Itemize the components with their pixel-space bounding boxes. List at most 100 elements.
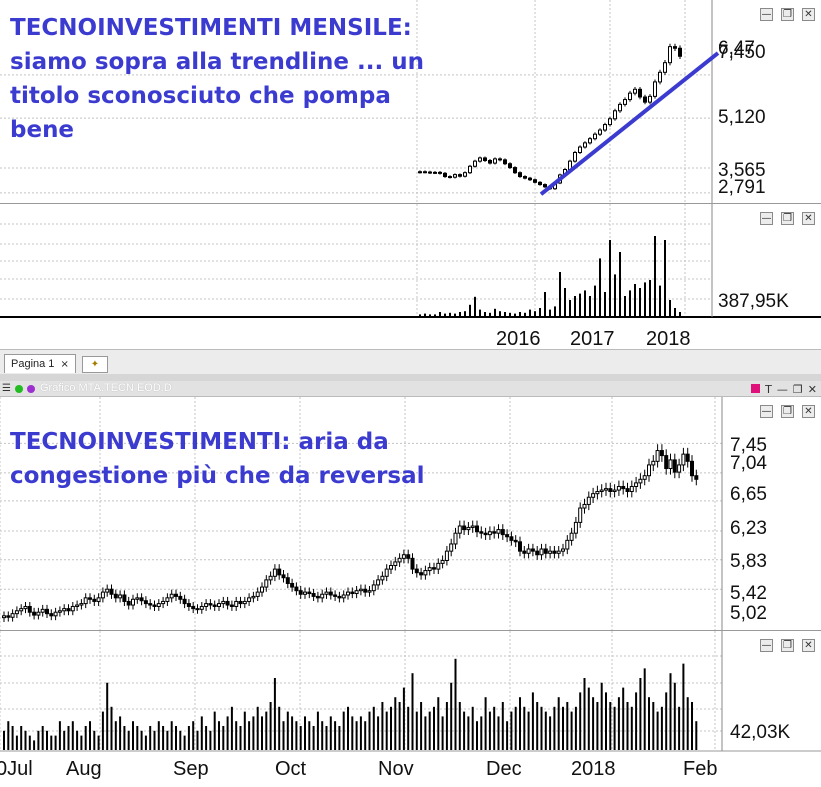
monthly-price-pane: TECNOINVESTIMENTI MENSILE: siamo sopra a… <box>0 0 821 204</box>
daily-candle <box>242 600 247 605</box>
restore-icon[interactable]: ❐ <box>792 383 803 396</box>
daily-volume-label: 42,03K <box>730 722 791 743</box>
daily-candle <box>40 608 45 613</box>
minimize-button[interactable]: — <box>760 639 773 652</box>
monthly-candle <box>438 171 442 174</box>
daily-candle <box>444 550 449 561</box>
x-axis-label: Dec <box>486 758 522 780</box>
monthly-candle <box>598 129 602 135</box>
minimize-button[interactable]: — <box>760 405 773 418</box>
color-swatch-icon[interactable] <box>751 384 761 393</box>
daily-candle <box>346 591 350 596</box>
daily-candle <box>92 598 97 602</box>
close-button[interactable]: ✕ <box>802 212 815 225</box>
daily-candle <box>10 613 15 618</box>
monthly-candle <box>678 47 682 57</box>
restore-button[interactable]: ❐ <box>781 639 794 652</box>
daily-candle <box>178 595 183 600</box>
purple-status-icon <box>26 384 35 393</box>
daily-candle <box>174 593 178 597</box>
daily-candle <box>419 572 424 576</box>
daily-candle <box>401 554 406 559</box>
monthly-candle <box>543 184 547 188</box>
monthly-candle <box>613 110 617 120</box>
daily-candle <box>677 464 682 473</box>
monthly-candle <box>643 96 647 103</box>
tab-close-icon[interactable]: × <box>60 359 69 370</box>
daily-candle <box>427 567 432 572</box>
daily-candle <box>272 568 277 577</box>
monthly-candle <box>443 172 447 178</box>
daily-candle <box>311 593 316 597</box>
close-button[interactable]: ✕ <box>802 8 815 21</box>
daily-candle <box>53 611 58 617</box>
daily-candle <box>217 603 221 607</box>
monthly-candle <box>603 124 607 131</box>
x-axis-label-2018: 2018 <box>646 328 691 349</box>
daily-candle <box>79 603 84 606</box>
monthly-price-label: 3,565 <box>718 160 766 181</box>
monthly-candle <box>478 157 482 162</box>
daily-price-label: 5,02 <box>730 603 767 624</box>
daily-candle <box>23 605 28 610</box>
x-axis-label-2016: 2016 <box>496 328 541 349</box>
monthly-candle <box>468 165 472 174</box>
daily-candle <box>634 482 639 487</box>
close-button[interactable]: ✕ <box>802 639 815 652</box>
menu-icon[interactable]: ☰ <box>2 383 11 394</box>
titlebar-icons: ☰ <box>2 381 35 396</box>
daily-candle <box>690 460 694 477</box>
daily-candle <box>285 577 290 584</box>
close-icon[interactable]: ✕ <box>807 383 817 396</box>
minimize-icon[interactable]: — <box>776 383 788 396</box>
daily-candle <box>208 603 213 606</box>
daily-window-titlebar[interactable]: ☰ Grafico MTA.TECN EOD.D T — ❐ ✕ <box>0 381 821 397</box>
daily-candle <box>389 565 393 570</box>
daily-candle <box>195 608 200 611</box>
monthly-price-label: 5,120 <box>718 107 766 128</box>
daily-candle <box>513 539 518 543</box>
daily-candle <box>539 548 544 556</box>
daily-candle <box>462 525 467 531</box>
splitter[interactable] <box>0 374 821 381</box>
monthly-volume-window-controls: — ❐ ✕ <box>760 212 815 225</box>
daily-candle <box>681 453 686 466</box>
text-tool-icon[interactable]: T <box>765 383 772 396</box>
restore-button[interactable]: ❐ <box>781 8 794 21</box>
monthly-candle <box>573 151 577 162</box>
daily-candle <box>131 598 135 606</box>
daily-candle <box>66 608 71 612</box>
daily-candle <box>186 603 191 607</box>
close-button[interactable]: ✕ <box>802 405 815 418</box>
x-axis-label: 0Jul <box>0 758 33 780</box>
daily-candle <box>522 550 527 554</box>
daily-candle <box>337 595 342 599</box>
daily-candle <box>457 525 462 534</box>
daily-candle <box>500 529 505 536</box>
monthly-candle <box>493 158 497 164</box>
monthly-candle <box>618 103 622 112</box>
daily-volume-window-controls: — ❐ ✕ <box>760 639 815 652</box>
daily-price-svg <box>0 397 723 630</box>
monthly-candle <box>628 92 632 101</box>
daily-candle <box>582 503 587 509</box>
daily-candle <box>143 600 148 605</box>
minimize-button[interactable]: — <box>760 212 773 225</box>
daily-candle <box>88 597 92 600</box>
restore-button[interactable]: ❐ <box>781 405 794 418</box>
daily-price-window-controls: — ❐ ✕ <box>760 405 815 418</box>
daily-candle <box>350 591 355 595</box>
daily-candle <box>625 488 630 493</box>
monthly-candle <box>623 99 627 105</box>
tab-pagina-1[interactable]: Pagina 1 × <box>4 354 76 373</box>
minimize-button[interactable]: — <box>760 8 773 21</box>
daily-price-label: 7,04 <box>730 453 767 474</box>
daily-candle <box>423 570 428 576</box>
daily-candle <box>406 554 411 559</box>
daily-candle <box>109 588 114 595</box>
restore-button[interactable]: ❐ <box>781 212 794 225</box>
daily-candle <box>212 604 217 607</box>
daily-candle <box>530 548 535 552</box>
add-page-icon[interactable]: ✦ <box>82 356 108 373</box>
monthly-annotation: TECNOINVESTIMENTI MENSILE: siamo sopra a… <box>10 15 424 143</box>
